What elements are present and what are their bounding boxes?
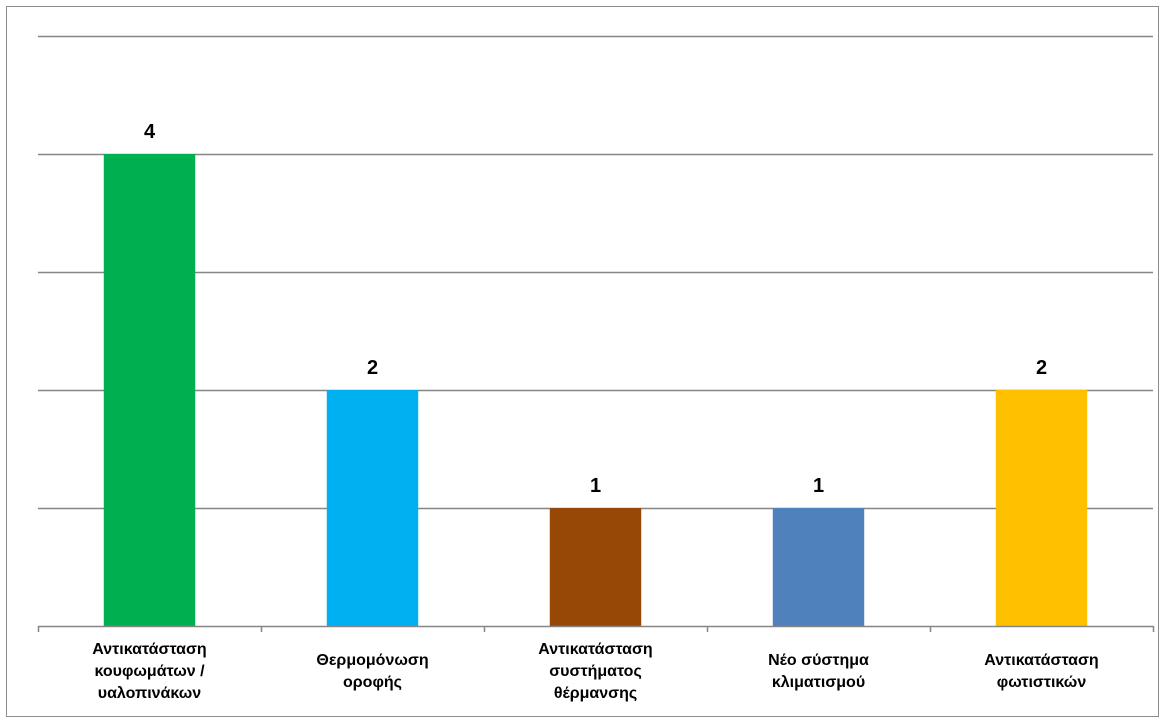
data-label: 2 bbox=[367, 357, 378, 379]
category-label: Νέο σύστημα κλιματισμού bbox=[768, 652, 869, 691]
bar bbox=[772, 508, 865, 626]
bar bbox=[995, 390, 1088, 626]
gridlines bbox=[38, 35, 1153, 510]
bar bbox=[549, 508, 642, 626]
category-labels: Αντικατάσταση κουφωμάτων / υαλοπινάκων Θερμ… bbox=[92, 641, 1098, 702]
category-label: Θερμομόνωση οροφής bbox=[316, 652, 428, 691]
bar bbox=[326, 390, 419, 626]
bars bbox=[103, 154, 1088, 626]
category-label: Αντικατάσταση φωτιστικών bbox=[984, 652, 1098, 691]
data-labels: 4 2 1 1 2 bbox=[144, 121, 1047, 497]
data-label: 2 bbox=[1036, 357, 1047, 379]
data-label: 4 bbox=[144, 121, 156, 143]
category-label: Αντικατάσταση συστήματος θέρμανσης bbox=[538, 641, 652, 702]
bar bbox=[103, 154, 196, 626]
data-label: 1 bbox=[813, 475, 824, 497]
data-label: 1 bbox=[590, 475, 601, 497]
x-axis bbox=[37, 625, 1155, 632]
category-label: Αντικατάσταση κουφωμάτων / υαλοπινάκων bbox=[92, 641, 206, 702]
